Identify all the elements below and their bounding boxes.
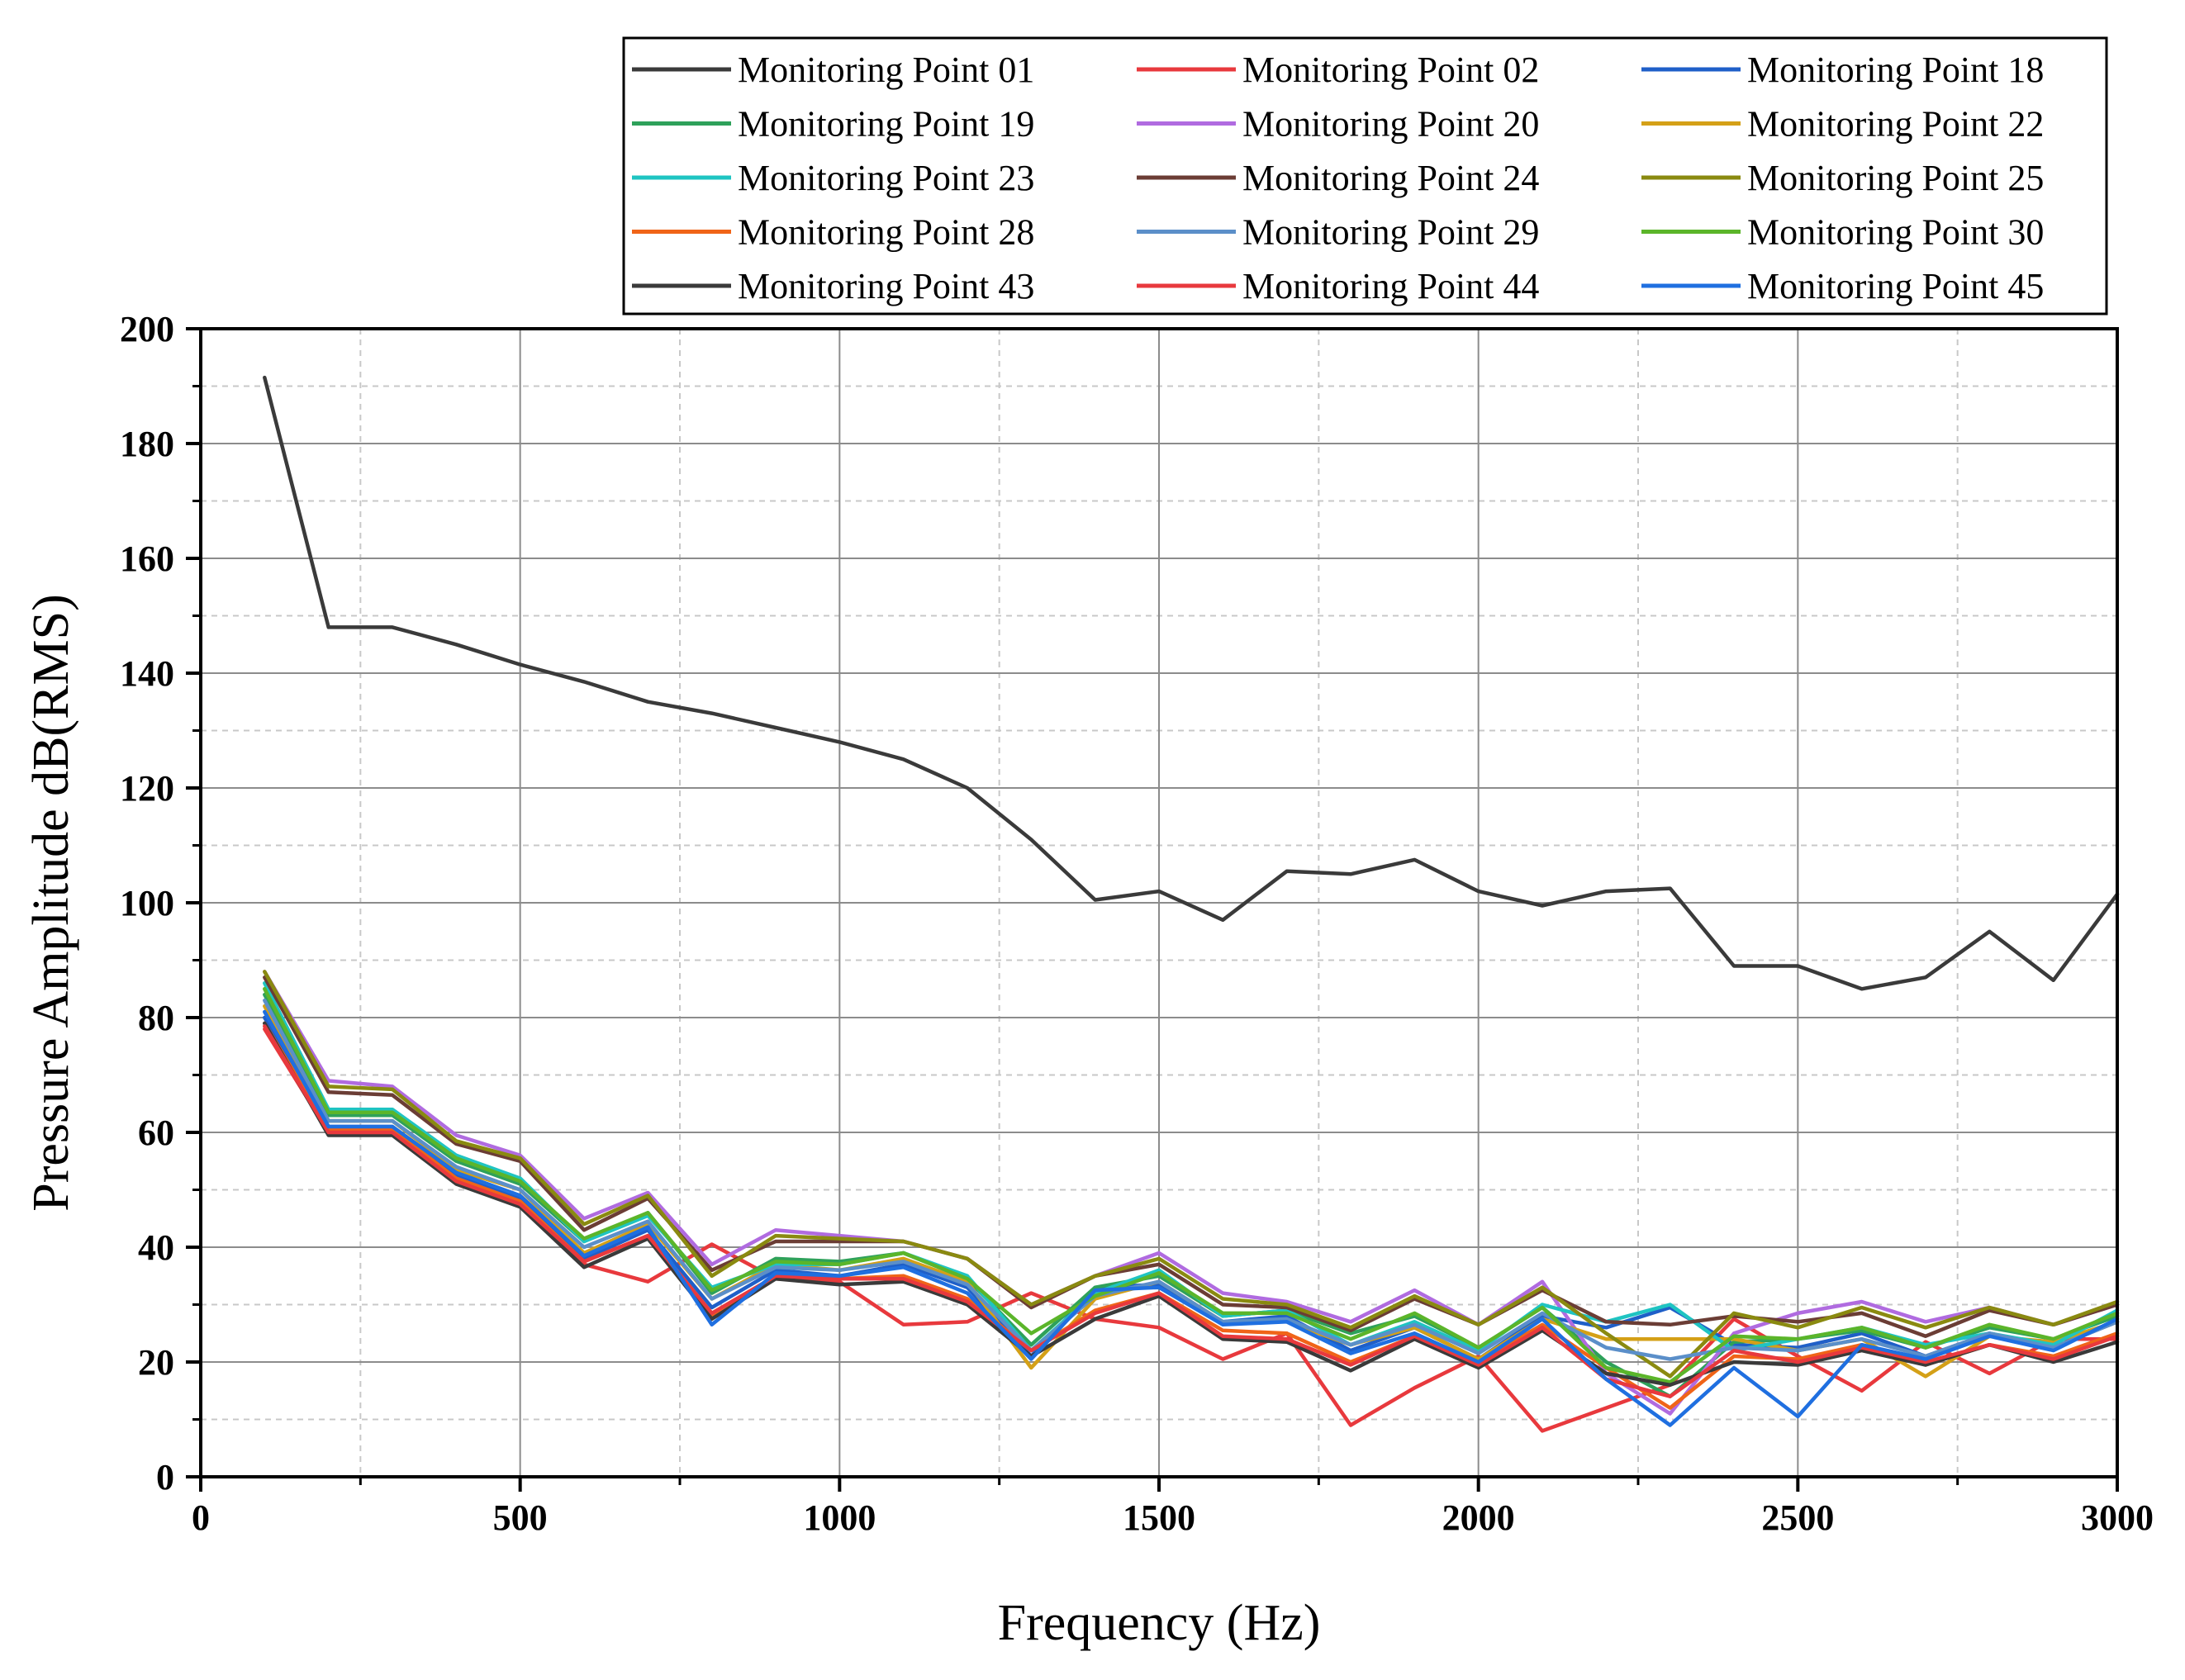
y-tick-label: 200 [120,309,174,349]
x-tick-label: 500 [493,1497,548,1538]
legend-label: Monitoring Point 28 [738,212,1034,253]
legend-label: Monitoring Point 01 [738,50,1034,90]
legend-label: Monitoring Point 44 [1242,266,1539,306]
y-tick-label: 40 [138,1227,174,1268]
series-line-monitoring-point-44 [263,1024,2120,1398]
x-tick-label: 2500 [1761,1497,1834,1538]
y-tick-label: 20 [138,1342,174,1383]
y-tick-label: 180 [120,424,174,464]
series-line-monitoring-point-45 [263,1009,2120,1427]
tick-layer: 0 500 1000 1500 2000 2500 3000 0 20 40 60 80 100 120 1… [120,309,2154,1538]
legend-label: Monitoring Point 30 [1747,212,2044,253]
y-tick-label: 80 [138,998,174,1038]
x-tick-label: 0 [192,1497,210,1538]
legend-label: Monitoring Point 43 [738,266,1034,306]
legend-label: Monitoring Point 20 [1242,104,1539,145]
x-tick-label: 1000 [803,1497,876,1538]
legend-label: Monitoring Point 45 [1747,266,2044,306]
x-tick-label: 1500 [1123,1497,1195,1538]
y-tick-label: 140 [120,653,174,694]
legend-label: Monitoring Point 29 [1242,212,1539,253]
series-line-monitoring-point-30 [263,987,2120,1384]
x-tick-label: 3000 [2081,1497,2154,1538]
y-tick-label: 160 [120,539,174,579]
series-line-monitoring-point-20 [263,970,2120,1416]
grid-layer [201,329,2117,1477]
series-line-monitoring-point-01 [263,375,2120,991]
legend-box [622,36,2108,316]
y-tick-label: 100 [120,883,174,923]
y-tick-label: 120 [120,768,174,809]
legend-label: Monitoring Point 25 [1747,158,2044,198]
y-axis-title: Pressure Amplitude dB(RMS) [23,594,79,1211]
x-axis-title: Frequency (Hz) [998,1595,1321,1651]
legend-label: Monitoring Point 24 [1242,158,1539,198]
y-tick-label: 0 [156,1457,174,1497]
legend: Monitoring Point 01 Monitoring Point 02 Mo… [622,36,2108,316]
series-line-monitoring-point-24 [263,975,2120,1338]
legend-label: Monitoring Point 18 [1747,50,2044,90]
series-line-monitoring-point-43 [263,1021,2120,1388]
series-layer [263,375,2120,1433]
legend-label: Monitoring Point 02 [1242,50,1539,90]
series-line-monitoring-point-29 [263,998,2120,1361]
y-tick-label: 60 [138,1113,174,1153]
x-tick-label: 2000 [1442,1497,1515,1538]
legend-label: Monitoring Point 22 [1747,104,2044,145]
legend-label: Monitoring Point 19 [738,104,1034,145]
series-line-monitoring-point-25 [263,970,2120,1379]
legend-label: Monitoring Point 23 [738,158,1034,198]
